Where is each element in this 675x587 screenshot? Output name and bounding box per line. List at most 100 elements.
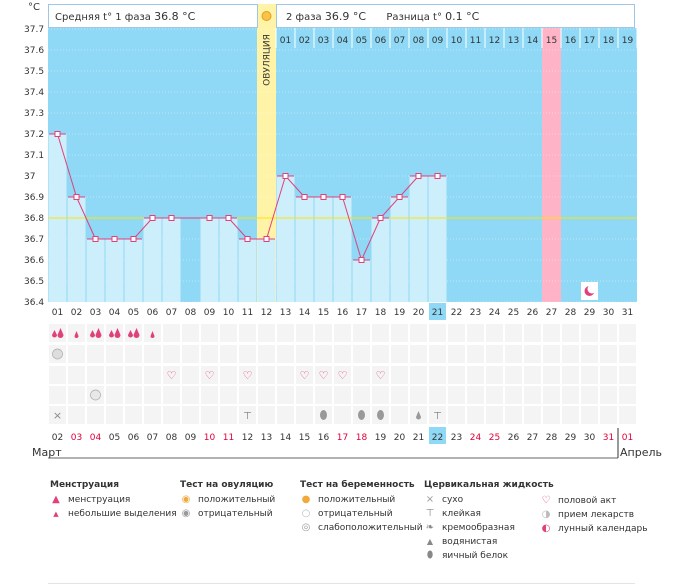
symptom-cell bbox=[201, 345, 218, 363]
temperature-line-segment bbox=[228, 217, 248, 240]
legend-cervical-fluid: Цервикальная жидкость × сухо ⊤ клейкая ❧ кр… bbox=[424, 480, 554, 563]
symptom-cell bbox=[448, 406, 465, 424]
date-label: 07 bbox=[147, 433, 158, 443]
symptom-cell bbox=[334, 345, 351, 363]
symptom-cell bbox=[239, 406, 256, 424]
top-day-label: 06 bbox=[375, 36, 387, 46]
y-tick-label: 36.6 bbox=[24, 256, 44, 266]
symptom-cell bbox=[467, 345, 484, 363]
symptom-cell bbox=[600, 345, 617, 363]
temperature-bar bbox=[314, 197, 333, 302]
symptom-cell bbox=[182, 345, 199, 363]
y-tick-label: 37.6 bbox=[24, 46, 44, 56]
current-day-highlight bbox=[429, 303, 446, 320]
fluid-sticky-icon: ⊤ bbox=[433, 411, 442, 422]
cycle-day-label: 26 bbox=[527, 308, 539, 318]
symptom-cell bbox=[619, 324, 636, 342]
symptom-cell bbox=[125, 386, 142, 404]
menstruation-heavy-icon: ▲ bbox=[52, 494, 60, 505]
temperature-bar bbox=[371, 218, 390, 302]
ovulation-sun-icon bbox=[261, 11, 272, 21]
symptom-cell bbox=[372, 366, 389, 384]
fluid-creamy-icon: ❧ bbox=[425, 522, 435, 533]
symptom-cell bbox=[524, 324, 541, 342]
symptom-cell bbox=[239, 324, 256, 342]
pregnancy-weak-icon: ◎ bbox=[301, 522, 311, 533]
date-label: 10 bbox=[204, 433, 216, 443]
date-label: 12 bbox=[242, 433, 253, 443]
symptom-cell bbox=[600, 324, 617, 342]
symptom-cell bbox=[486, 386, 503, 404]
cycle-day-label: 03 bbox=[90, 308, 101, 318]
symptom-cell bbox=[68, 386, 85, 404]
month-start: Март bbox=[32, 446, 62, 459]
cycle-day-label: 08 bbox=[185, 308, 197, 318]
symptom-cell bbox=[429, 324, 446, 342]
legend-item: слабоположительный bbox=[318, 523, 423, 533]
symptom-cell bbox=[220, 406, 237, 424]
temperature-bar bbox=[86, 239, 105, 302]
cycle-day-label: 05 bbox=[128, 308, 139, 318]
symptom-cell bbox=[106, 324, 123, 342]
phase2-summary: 2 фаза 36.9 °C Разница t° 0.1 °C bbox=[276, 4, 635, 28]
symptom-cell bbox=[353, 345, 370, 363]
phase2-label: 2 фаза bbox=[286, 12, 322, 23]
date-label: 31 bbox=[603, 433, 614, 443]
top-day-label: 10 bbox=[451, 36, 463, 46]
legend-pregnancy-title: Тест на беременность bbox=[300, 480, 415, 490]
cycle-day-label: 13 bbox=[280, 308, 291, 318]
legend-menstruation-title: Менструация bbox=[50, 480, 119, 490]
pregnancy-negative-icon bbox=[90, 389, 101, 401]
fluid-sticky-icon: ⊤ bbox=[243, 411, 252, 422]
symptom-cell bbox=[372, 324, 389, 342]
symptom-cell bbox=[68, 406, 85, 424]
date-label: 24 bbox=[470, 433, 482, 443]
ovulation-column bbox=[257, 4, 276, 302]
symptom-cell bbox=[429, 406, 446, 424]
y-tick-label: 37.3 bbox=[24, 109, 44, 119]
symptom-cell bbox=[334, 406, 351, 424]
cycle-day-label: 22 bbox=[451, 308, 462, 318]
symptom-cell bbox=[410, 366, 427, 384]
symptom-cell bbox=[562, 324, 579, 342]
symptom-cell bbox=[467, 324, 484, 342]
symptom-cell bbox=[448, 366, 465, 384]
symptom-cell bbox=[163, 406, 180, 424]
cycle-day-label: 20 bbox=[413, 308, 425, 318]
symptom-cell bbox=[182, 324, 199, 342]
symptom-cell bbox=[334, 386, 351, 404]
symptom-cell bbox=[277, 324, 294, 342]
symptom-cell bbox=[125, 345, 142, 363]
symptom-cell bbox=[296, 406, 313, 424]
symptom-cell bbox=[220, 345, 237, 363]
symptom-cell bbox=[505, 366, 522, 384]
temperature-point bbox=[377, 215, 384, 221]
temperature-bar bbox=[295, 197, 314, 302]
symptom-cell bbox=[239, 345, 256, 363]
temperature-point bbox=[396, 194, 403, 200]
cycle-day-label: 12 bbox=[261, 308, 272, 318]
symptom-cell bbox=[258, 345, 275, 363]
y-axis-unit: °C bbox=[28, 2, 40, 13]
temperature-line-segment bbox=[342, 196, 362, 261]
temperature-bar bbox=[124, 239, 143, 302]
cycle-day-label: 14 bbox=[299, 308, 311, 318]
symptom-cell bbox=[505, 324, 522, 342]
symptom-cell bbox=[505, 406, 522, 424]
top-day-label: 16 bbox=[565, 36, 577, 46]
top-day-label: 01 bbox=[280, 36, 291, 46]
legend-item: прием лекарств bbox=[558, 510, 635, 520]
cycle-day-label: 07 bbox=[166, 308, 177, 318]
legend-item: положительный bbox=[318, 495, 396, 505]
temperature-line-segment bbox=[76, 196, 96, 240]
date-label: 13 bbox=[261, 433, 272, 443]
pregnancy-positive-icon: ● bbox=[301, 494, 311, 505]
cycle-day-label: 30 bbox=[603, 308, 615, 318]
date-label: 26 bbox=[508, 433, 520, 443]
symptom-cell bbox=[391, 366, 408, 384]
y-tick-label: 37.5 bbox=[24, 67, 44, 77]
symptom-cell bbox=[258, 324, 275, 342]
menstruation-drop-icon bbox=[114, 328, 121, 338]
cycle-day-label: 15 bbox=[318, 308, 329, 318]
symptom-cell bbox=[543, 324, 560, 342]
